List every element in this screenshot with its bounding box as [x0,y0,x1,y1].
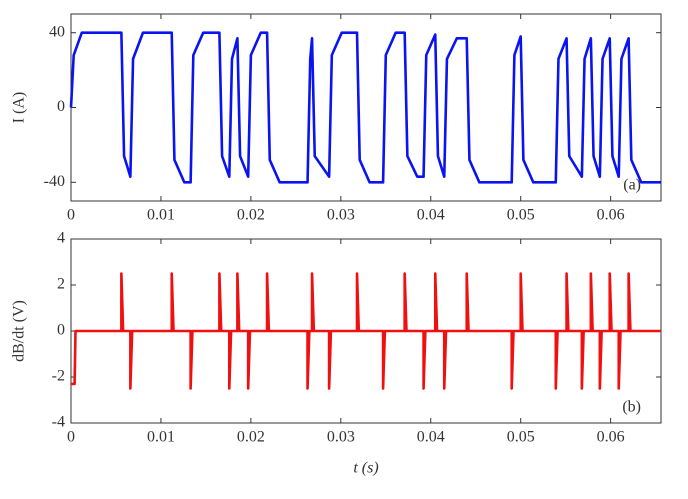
x-tick-label: 0.06 [597,429,625,446]
y-tick-label: 40 [49,23,65,40]
y-axis-label: I (A) [11,92,28,124]
data-line [71,272,661,390]
x-tick-label: 0.06 [597,207,625,224]
y-tick-label: -4 [52,414,65,431]
panel-annotation: (b) [622,399,641,416]
y-axis-label: dB/dt (V) [11,300,28,362]
x-tick-label: 0.01 [147,429,175,446]
x-axis-label: t (s) [353,460,378,477]
x-tick-label: 0.05 [507,429,535,446]
x-tick-label: 0.05 [507,207,535,224]
x-tick-label: 0.01 [147,207,175,224]
y-tick-label: -2 [52,368,65,385]
x-tick-label: 0 [67,207,75,224]
x-tick-label: 0.04 [417,207,445,224]
y-tick-label: 0 [57,98,65,115]
x-tick-label: 0.04 [417,429,445,446]
y-tick-label: 0 [57,322,65,339]
x-tick-label: 0.03 [327,429,355,446]
x-tick-label: 0.02 [237,207,265,224]
x-tick-label: 0.02 [237,429,265,446]
panel-annotation: (a) [623,177,641,194]
x-tick-label: 0.03 [327,207,355,224]
y-tick-label: 4 [57,230,65,247]
y-tick-label: 2 [57,276,65,293]
x-tick-label: 0 [67,429,75,446]
data-line [69,31,661,184]
y-tick-label: -40 [44,173,65,190]
